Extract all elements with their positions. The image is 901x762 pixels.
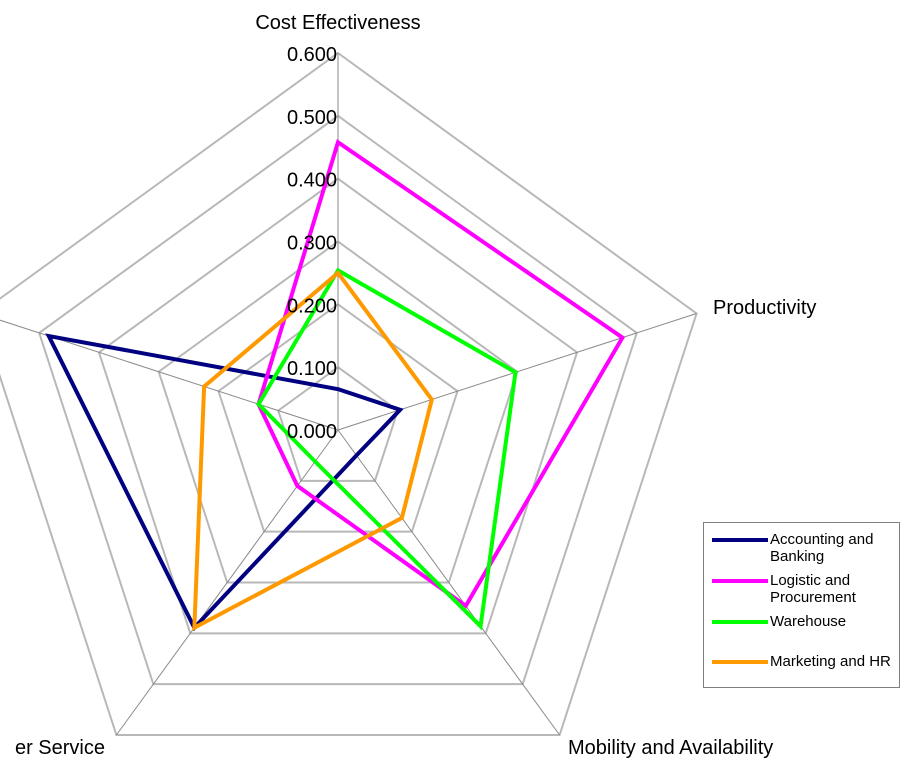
tick-label: 0.300: [287, 233, 337, 255]
legend-swatch: [712, 660, 768, 664]
grid-ring: [217, 303, 459, 533]
grid-ring: [97, 177, 579, 635]
series-line-warehouse: [256, 267, 518, 631]
legend-swatch: [712, 538, 768, 542]
legend-label: Marketing and HR: [770, 653, 891, 670]
series-line-marketing-and-hr: [192, 270, 434, 632]
radar-grid: [0, 51, 698, 736]
tick-label: 0.100: [287, 358, 337, 380]
series-line-accounting-and-banking: [45, 333, 404, 632]
grid-ring: [277, 365, 399, 482]
tick-label: 0.000: [287, 421, 337, 443]
legend: Accounting and Banking Logistic and Proc…: [703, 522, 900, 688]
grid-ring: [0, 51, 698, 736]
legend-swatch: [712, 579, 768, 583]
tick-label: 0.200: [287, 295, 337, 317]
axis-label: Mobility and Availability: [568, 737, 773, 759]
legend-label: Warehouse: [770, 613, 847, 630]
axis-spoke: [116, 429, 339, 736]
legend-swatch: [712, 620, 768, 624]
grid-ring: [157, 240, 519, 584]
legend-label: Logistic and Procurement: [770, 572, 856, 606]
grid-ring: [38, 114, 638, 686]
legend-label: Accounting and Banking: [770, 531, 874, 565]
axis-label: Productivity: [713, 297, 816, 319]
axis-label: er Service: [15, 737, 105, 759]
series-line-logistic-and-procurement: [256, 139, 626, 609]
axis-spoke: [0, 319, 339, 431]
radar-labels: 0.000 0.100 0.200 0.300 0.400 0.500 0.600 Cost …: [15, 12, 816, 759]
radar-series: [45, 139, 626, 632]
axis-label: Cost Effectiveness: [255, 12, 420, 34]
tick-label: 0.400: [287, 170, 337, 192]
tick-label: 0.500: [287, 107, 337, 129]
axis-spoke: [337, 429, 560, 736]
tick-label: 0.600: [287, 44, 337, 66]
